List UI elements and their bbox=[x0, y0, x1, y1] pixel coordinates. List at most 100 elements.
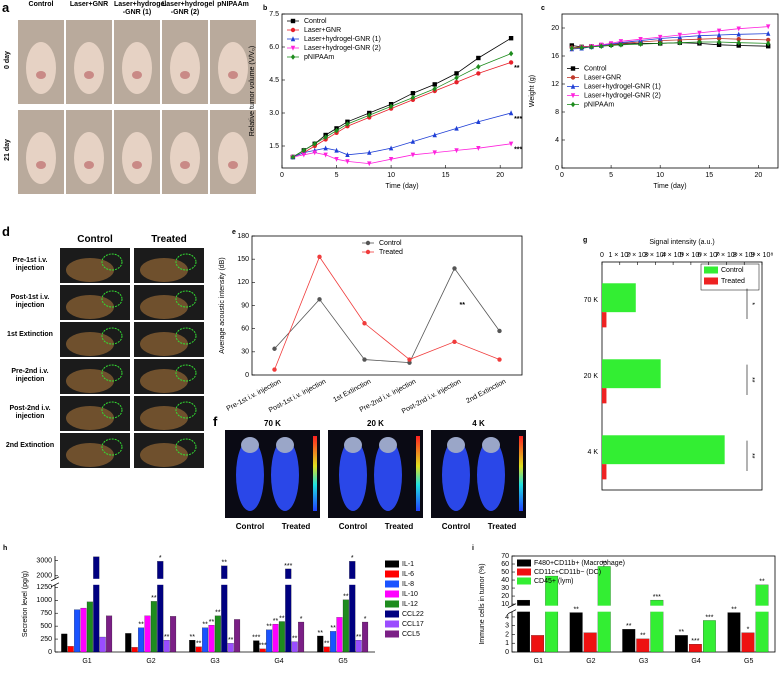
marker bbox=[476, 146, 481, 151]
annotation: ** bbox=[292, 636, 298, 643]
y-tick-label: 180 bbox=[237, 233, 249, 240]
marker bbox=[367, 112, 372, 118]
annotation: ** bbox=[202, 622, 208, 629]
marker bbox=[452, 339, 457, 344]
legend-label: CCL22 bbox=[402, 611, 424, 618]
bar bbox=[106, 615, 113, 653]
photo-detail bbox=[140, 369, 188, 393]
photo-detail bbox=[218, 42, 248, 94]
marker bbox=[410, 152, 416, 158]
y-tick-label: 4 bbox=[505, 614, 509, 621]
y-tick-label: 4 K bbox=[587, 449, 598, 456]
photo-detail bbox=[140, 443, 188, 467]
marker bbox=[367, 161, 372, 167]
x-tick-label: 3 × 10⁸ bbox=[644, 252, 667, 259]
x-tick-label: G5 bbox=[338, 658, 347, 665]
y-tick-label: 3.0 bbox=[269, 110, 279, 117]
bar bbox=[342, 599, 349, 653]
panel-label: a bbox=[2, 0, 10, 15]
x-tick-label: G3 bbox=[639, 658, 648, 665]
marker bbox=[323, 134, 328, 140]
marker bbox=[432, 86, 437, 92]
row-label: 21 day bbox=[4, 139, 11, 161]
legend-label: Laser+GNR bbox=[304, 27, 341, 34]
marker bbox=[697, 39, 702, 45]
legend-marker bbox=[570, 83, 576, 89]
bar bbox=[336, 617, 343, 653]
annotation: ** bbox=[601, 560, 607, 567]
bar bbox=[298, 621, 305, 653]
photo-detail bbox=[74, 132, 104, 184]
annotation: ** bbox=[151, 595, 157, 602]
annotation: ** bbox=[748, 377, 755, 383]
column-label: Laser+hydrogel -GNR (1) bbox=[114, 1, 167, 16]
marker bbox=[497, 357, 502, 362]
marker bbox=[432, 132, 437, 138]
marker bbox=[410, 91, 416, 96]
photo-detail bbox=[122, 42, 152, 94]
marker bbox=[716, 28, 722, 34]
marker bbox=[388, 157, 394, 162]
annotation: * bbox=[159, 555, 162, 562]
marker bbox=[508, 50, 514, 57]
photo-detail bbox=[140, 258, 188, 282]
marker bbox=[716, 36, 722, 41]
photo-detail bbox=[74, 42, 104, 94]
photo-detail bbox=[180, 71, 190, 79]
marker bbox=[476, 64, 481, 70]
marker bbox=[388, 103, 394, 110]
bar bbox=[93, 556, 100, 653]
annotation: * bbox=[351, 555, 354, 562]
marker bbox=[569, 45, 575, 52]
annotation: * bbox=[300, 616, 303, 623]
photo-detail bbox=[140, 295, 188, 319]
bar bbox=[125, 633, 132, 653]
panel-label: g bbox=[583, 237, 587, 244]
column-label: pNIPAAm bbox=[217, 1, 249, 8]
x-tick-label: 4 × 10⁸ bbox=[662, 252, 685, 259]
annotation: ** bbox=[330, 625, 336, 632]
photo-detail bbox=[101, 290, 123, 308]
annotation: ** bbox=[279, 615, 285, 622]
marker bbox=[367, 149, 372, 155]
marker bbox=[454, 125, 459, 131]
y-tick-label: 0 bbox=[245, 372, 249, 379]
bar bbox=[234, 619, 241, 653]
bar bbox=[150, 601, 157, 653]
x-tick-label: 15 bbox=[705, 172, 713, 179]
marker bbox=[589, 44, 594, 50]
marker bbox=[599, 43, 604, 49]
photo-detail bbox=[66, 369, 114, 393]
annotation: ** bbox=[640, 633, 646, 640]
y-tick-label: 500 bbox=[40, 623, 52, 630]
photo-detail bbox=[379, 437, 397, 453]
bar bbox=[741, 632, 755, 653]
marker bbox=[716, 32, 722, 38]
legend-marker bbox=[290, 27, 296, 33]
column-label: Treated bbox=[487, 522, 517, 531]
photo-detail bbox=[228, 71, 238, 79]
marker bbox=[323, 145, 328, 151]
bar bbox=[285, 568, 292, 653]
photo-detail bbox=[271, 439, 299, 511]
axis-break-mark bbox=[50, 576, 60, 582]
bar bbox=[170, 616, 177, 653]
marker bbox=[657, 34, 663, 40]
annotation: ** bbox=[138, 622, 144, 629]
y-tick-label: 7.5 bbox=[269, 11, 279, 18]
annotation: *** bbox=[514, 116, 522, 123]
photo-detail bbox=[84, 71, 94, 79]
bar bbox=[202, 627, 209, 653]
marker bbox=[290, 154, 296, 160]
bar bbox=[674, 635, 688, 653]
photo-detail bbox=[132, 161, 142, 169]
column-label: Control bbox=[235, 522, 265, 531]
x-tick-label: 0 bbox=[280, 172, 284, 179]
x-tick-label: G4 bbox=[691, 658, 700, 665]
legend-label: Laser+GNR bbox=[584, 74, 621, 81]
series-line bbox=[292, 62, 512, 158]
marker bbox=[508, 110, 514, 116]
bar bbox=[569, 612, 583, 653]
row-label: 0 day bbox=[4, 51, 11, 69]
group-label: 4 K bbox=[472, 419, 485, 428]
